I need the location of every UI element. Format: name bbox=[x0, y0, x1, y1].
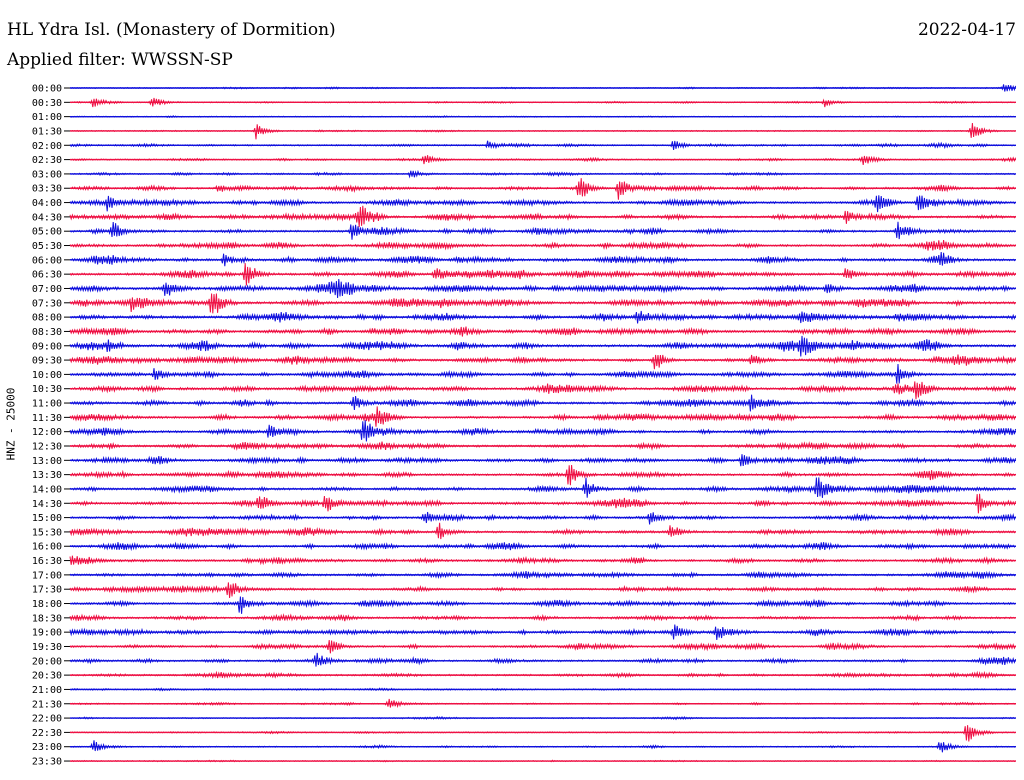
trace-line bbox=[69, 725, 1016, 742]
time-tick-label: 05:00 bbox=[32, 227, 62, 238]
time-tick-label: 11:30 bbox=[32, 413, 62, 424]
time-tick-label: 09:30 bbox=[32, 356, 62, 367]
trace-line bbox=[69, 178, 1016, 200]
time-tick-label: 08:30 bbox=[32, 327, 62, 338]
trace-line bbox=[69, 652, 1017, 667]
time-tick-label: 06:30 bbox=[32, 270, 62, 281]
time-tick-label: 23:30 bbox=[32, 757, 62, 768]
time-tick-label: 19:00 bbox=[32, 628, 62, 639]
time-tick-label: 17:00 bbox=[32, 570, 62, 581]
trace-line bbox=[69, 354, 1017, 370]
time-tick-label: 15:30 bbox=[32, 527, 62, 538]
time-tick-label: 16:30 bbox=[32, 556, 62, 567]
trace-line bbox=[69, 195, 1016, 213]
time-tick-label: 02:00 bbox=[32, 141, 62, 152]
time-tick-label: 10:00 bbox=[32, 370, 62, 381]
plot-frame bbox=[70, 80, 1016, 772]
time-tick-label: 21:30 bbox=[32, 699, 62, 710]
time-tick-label: 12:30 bbox=[32, 442, 62, 453]
filter-label: Applied filter: WWSSN-SP bbox=[7, 50, 233, 70]
time-tick-label: 13:00 bbox=[32, 456, 62, 467]
time-tick-label: 14:30 bbox=[32, 499, 62, 510]
time-tick-label: 06:00 bbox=[32, 255, 62, 266]
time-tick-label: 22:30 bbox=[32, 728, 62, 739]
time-tick-label: 21:00 bbox=[32, 685, 62, 696]
time-tick-label: 05:30 bbox=[32, 241, 62, 252]
trace-line bbox=[69, 477, 1016, 498]
time-tick-label: 00:30 bbox=[32, 98, 62, 109]
time-tick-label: 09:00 bbox=[32, 341, 62, 352]
time-tick-label: 03:00 bbox=[32, 169, 62, 180]
time-tick-label: 10:30 bbox=[32, 384, 62, 395]
time-tick-label: 17:30 bbox=[32, 585, 62, 596]
time-tick-label: 14:00 bbox=[32, 484, 62, 495]
time-tick-label: 04:30 bbox=[32, 212, 62, 223]
time-tick-label: 07:30 bbox=[32, 298, 62, 309]
trace-line bbox=[69, 522, 1016, 540]
time-tick-label: 03:30 bbox=[32, 184, 62, 195]
time-tick-label: 07:00 bbox=[32, 284, 62, 295]
time-tick-label: 08:00 bbox=[32, 313, 62, 324]
trace-line bbox=[69, 406, 1017, 427]
time-tick-label: 19:30 bbox=[32, 642, 62, 653]
time-tick-label: 13:30 bbox=[32, 470, 62, 481]
time-tick-label: 04:00 bbox=[32, 198, 62, 209]
time-tick-label: 20:00 bbox=[32, 656, 62, 667]
time-tick-label: 23:00 bbox=[32, 742, 62, 753]
time-tick-label: 18:30 bbox=[32, 613, 62, 624]
time-tick-label: 12:00 bbox=[32, 427, 62, 438]
trace-line bbox=[69, 381, 1017, 400]
time-tick-label: 01:00 bbox=[32, 112, 62, 123]
time-tick-label: 02:30 bbox=[32, 155, 62, 166]
date-label: 2022-04-17 bbox=[917, 20, 1016, 40]
trace-line bbox=[69, 596, 1016, 614]
time-tick-label: 00:00 bbox=[32, 84, 62, 95]
time-tick-label: 22:00 bbox=[32, 714, 62, 725]
trace-line bbox=[69, 582, 1016, 599]
trace-line bbox=[69, 420, 1017, 442]
time-tick-label: 20:30 bbox=[32, 671, 62, 682]
time-tick-label: 15:00 bbox=[32, 513, 62, 524]
time-tick-label: 01:30 bbox=[32, 126, 62, 137]
time-tick-label: 18:00 bbox=[32, 599, 62, 610]
time-tick-label: 16:00 bbox=[32, 542, 62, 553]
station-title: HL Ydra Isl. (Monastery of Dormition) bbox=[7, 20, 336, 40]
time-tick-label: 11:00 bbox=[32, 399, 62, 410]
